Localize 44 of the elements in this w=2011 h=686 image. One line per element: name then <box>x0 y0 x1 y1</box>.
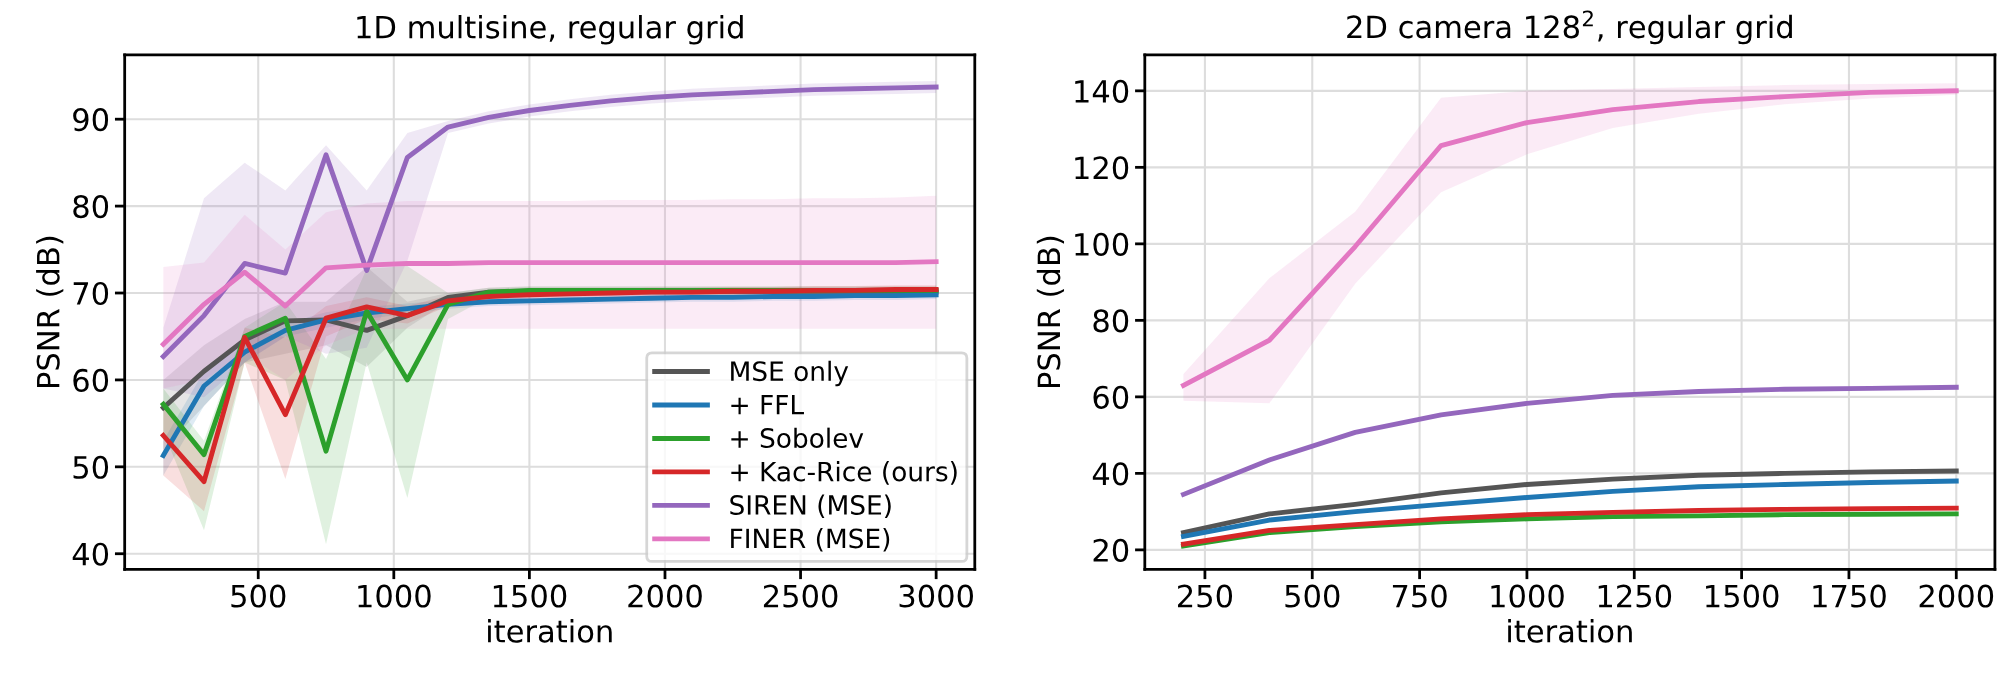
y-axis-title: PSNR (dB) <box>1036 236 1065 388</box>
y-tick-label: 70 <box>73 281 109 306</box>
chart-title: 2D camera 128$^{2}$, regular grid <box>1347 10 1792 45</box>
y-tick-label: 100 <box>1075 232 1129 256</box>
y-tick-label: 120 <box>1075 156 1129 180</box>
y-tick-label: 80 <box>73 195 109 219</box>
legend-label: SIREN (MSE) <box>730 494 891 519</box>
chart-title: 1D multisine, regular grid <box>357 15 743 45</box>
x-tick-label: 3000 <box>899 584 973 608</box>
x-axis-title: iteration <box>1508 619 1632 643</box>
x-tick-label: 1750 <box>1813 584 1886 608</box>
x-tick-label: 1000 <box>358 584 431 608</box>
x-tick-label: 1250 <box>1598 584 1672 608</box>
x-tick-label: 2000 <box>628 584 702 608</box>
y-tick-label: 90 <box>73 108 109 132</box>
y-tick-label: 50 <box>73 455 109 479</box>
x-axis-title: iteration <box>488 619 612 643</box>
y-tick-label: 60 <box>73 368 109 392</box>
y-axis-title: PSNR (dB) <box>36 236 64 388</box>
x-tick-label: 1000 <box>1491 584 1564 608</box>
x-tick-label: 500 <box>231 584 286 608</box>
y-tick-label: 40 <box>72 542 109 566</box>
x-tick-label: 2500 <box>763 584 838 608</box>
legend-label: + Sobolev <box>731 427 864 449</box>
line-series <box>1181 505 1959 547</box>
y-tick-label: 60 <box>1093 385 1129 409</box>
x-tick-label: 750 <box>1392 584 1447 608</box>
legend-label: + FFL <box>731 394 804 415</box>
x-tick-label: 250 <box>1177 584 1233 608</box>
legend-label: MSE only <box>731 360 849 387</box>
y-tick-label: 40 <box>1092 462 1129 486</box>
line-series <box>1181 384 1959 497</box>
line-series <box>160 259 939 347</box>
x-tick-label: 2000 <box>1919 584 1994 608</box>
y-tick-label: 80 <box>1093 309 1129 333</box>
legend-label: + Kac-Rice (ours) <box>731 461 957 485</box>
x-tick-label: 500 <box>1285 584 1340 608</box>
x-tick-label: 1500 <box>1706 584 1779 608</box>
y-tick-label: 140 <box>1075 79 1129 103</box>
legend-label: FINER (MSE) <box>731 528 890 552</box>
y-tick-label: 20 <box>1093 538 1129 562</box>
line-series <box>1181 478 1959 539</box>
line-series <box>1181 468 1959 536</box>
x-tick-label: 1500 <box>493 584 567 608</box>
